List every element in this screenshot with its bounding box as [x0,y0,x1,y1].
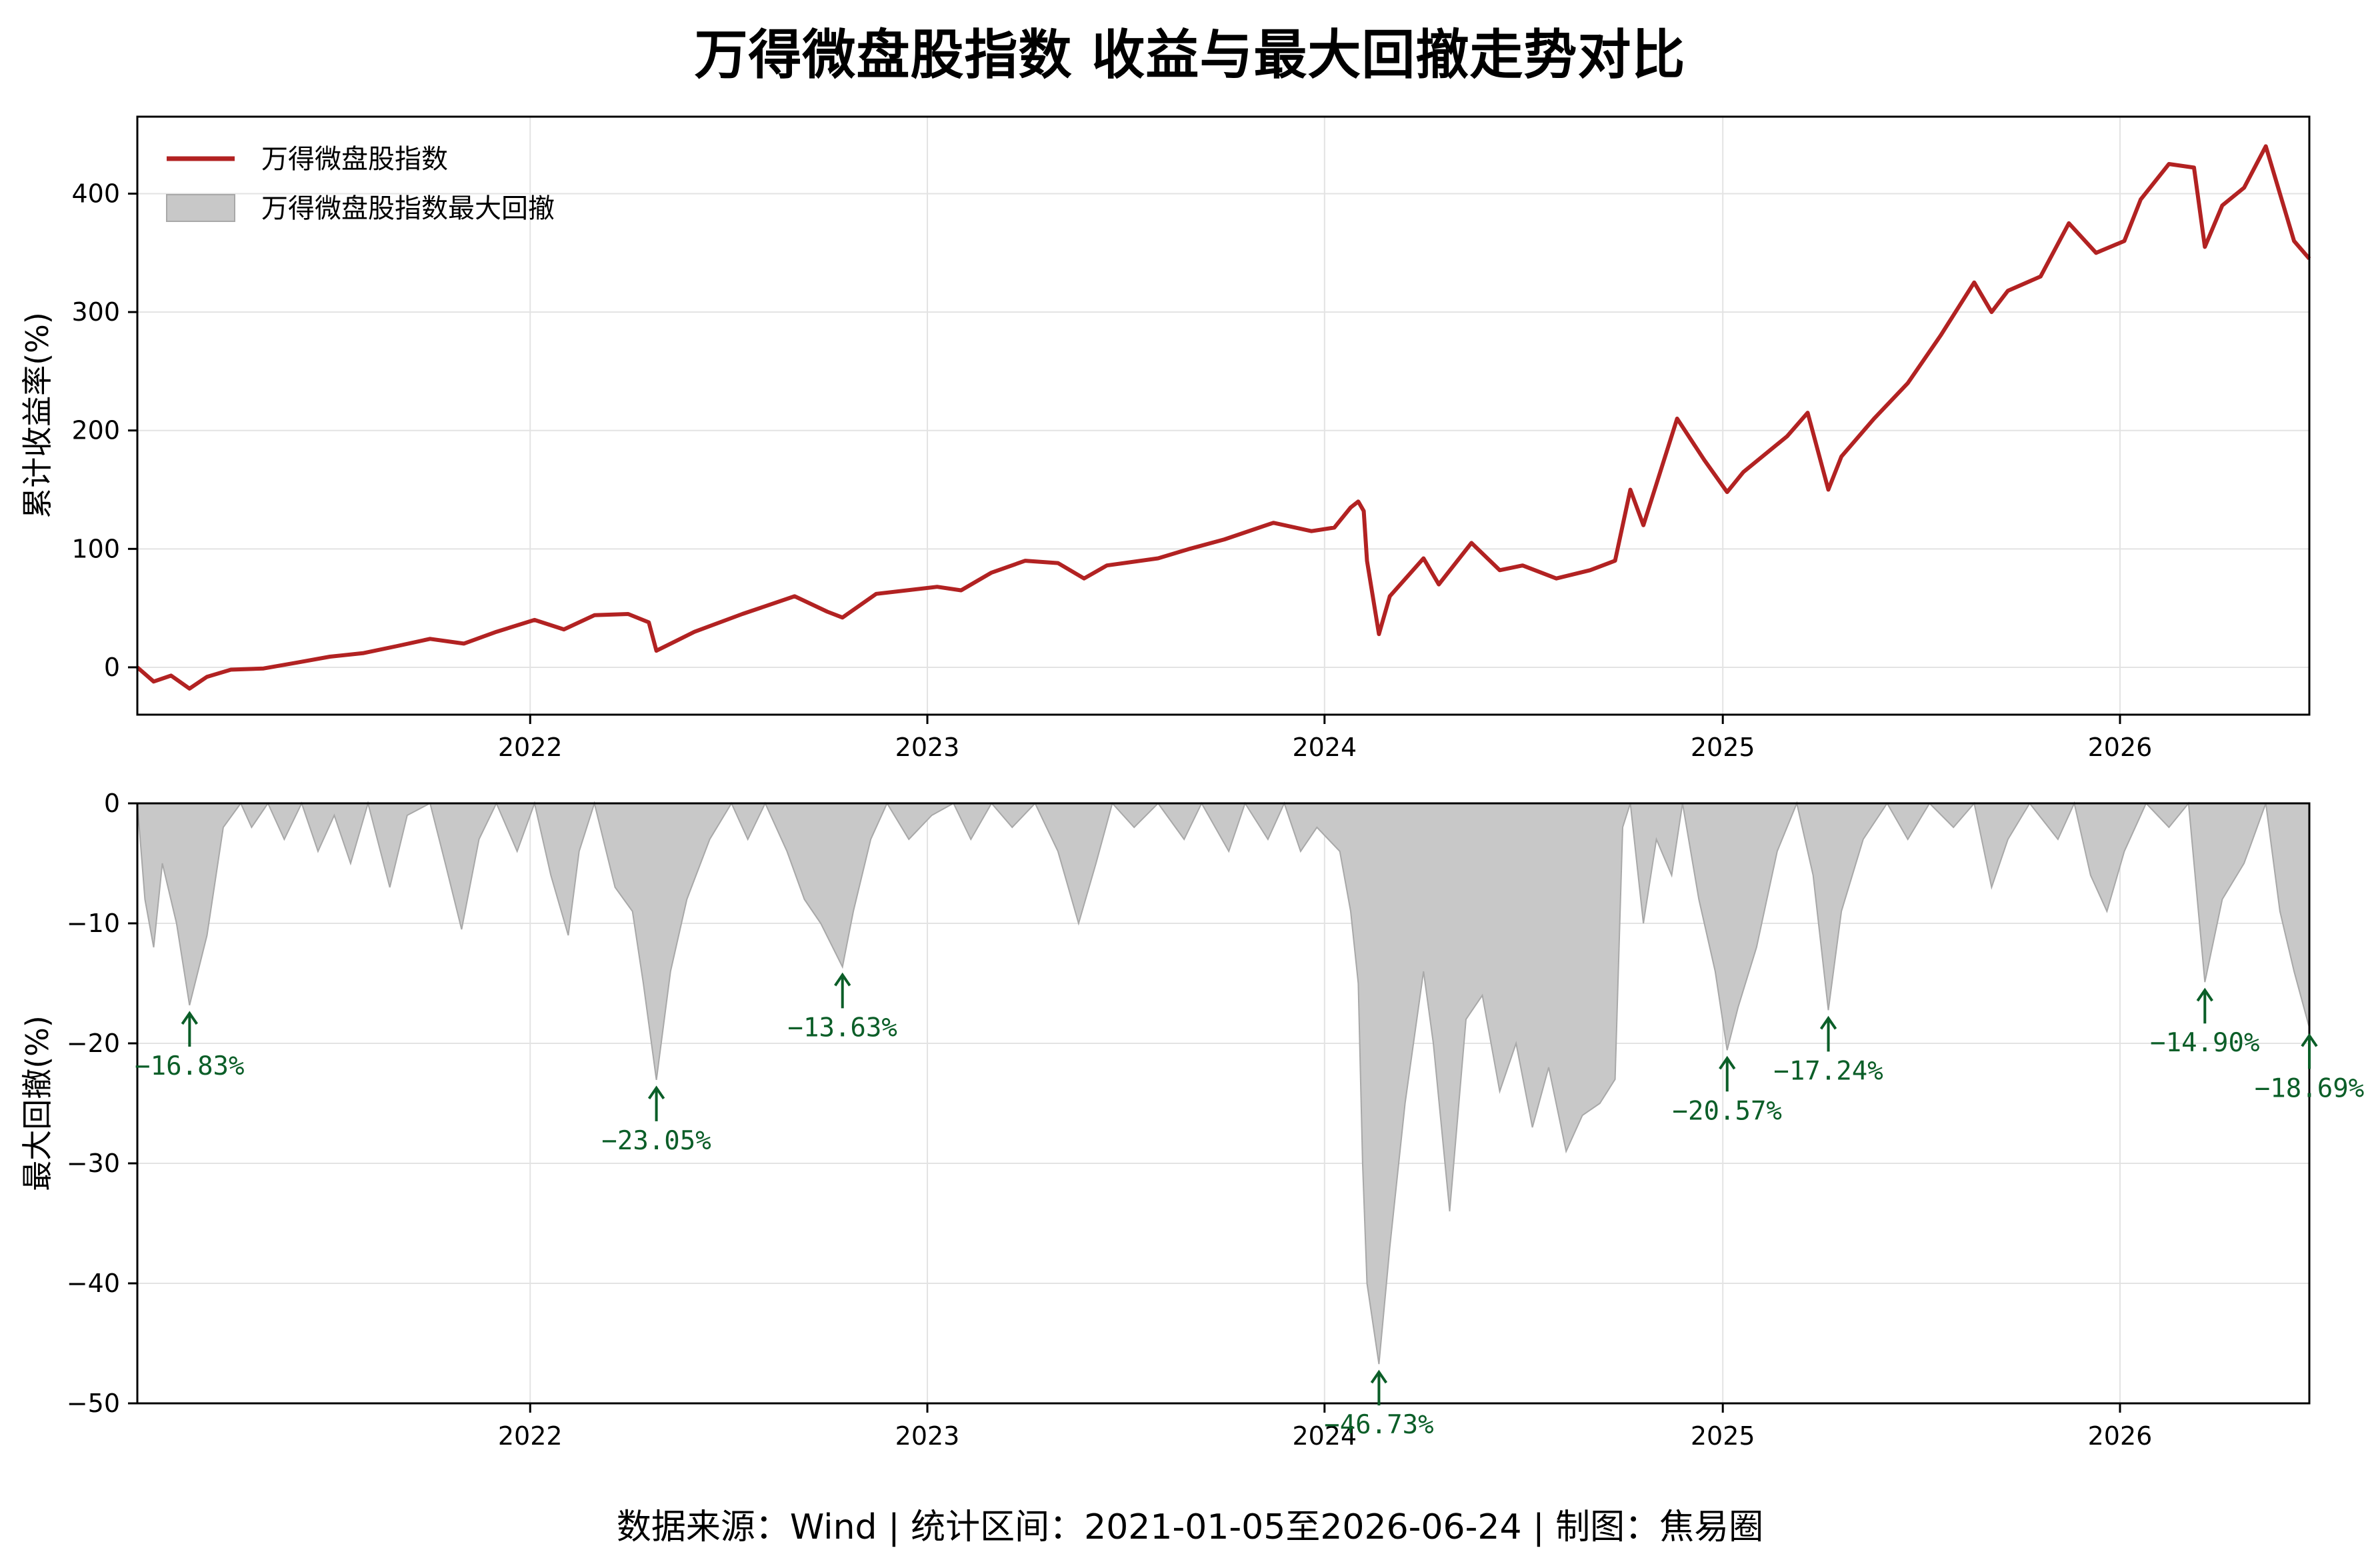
top-y-axis-label: 累计收益率(%) [19,312,55,519]
annotation-arrow-head [1819,1015,1837,1030]
annotation-arrow-head [1370,1369,1388,1384]
bottom-y-tick-label: −20 [67,1029,120,1058]
bottom-x-tick-label: 2024 [1292,1421,1357,1451]
source-footer: 数据来源：Wind | 统计区间：2021-01-05至2026-06-24 |… [616,1507,1764,1547]
bottom-y-tick-label: −40 [67,1269,120,1298]
legend-label-drawdown: 万得微盘股指数最大回撤 [261,193,555,224]
drawdown-annotation: −16.83% [135,1011,245,1081]
top-y-ticks: 0 100 200 300 400 [71,179,137,682]
legend-label-index: 万得微盘股指数 [261,144,448,175]
annotation-label: −14.90% [2150,1028,2259,1058]
drawdown-annotation: −20.57% [1673,1055,1782,1126]
bottom-x-tick-label: 2025 [1691,1421,1755,1451]
top-y-tick-label: 300 [71,297,120,327]
top-x-tick-label: 2025 [1691,733,1755,762]
cumulative-return-line [136,144,2311,691]
top-x-ticks: 2022 2023 2024 2025 2026 [498,715,2152,762]
bottom-y-ticks: 0 −10 −20 −30 −40 −50 [67,789,137,1418]
annotation-label: −46.73% [1324,1410,1433,1440]
drawdown-annotations: −16.83% −23.05% −13.63% −46.73% −20.57% −17.2… [135,972,2364,1440]
top-x-tick-label: 2023 [895,733,960,762]
max-drawdown-panel: 0 −10 −20 −30 −40 −50 2022 2023 2024 2025 2026 最大… [19,789,2364,1451]
top-x-tick-label: 2022 [498,733,563,762]
annotation-label: −13.63% [788,1013,897,1043]
bottom-y-tick-label: −50 [67,1389,120,1418]
bottom-y-axis-label: 最大回撤(%) [19,1015,55,1191]
top-gridlines [137,117,2309,715]
annotation-label: −23.05% [601,1126,711,1156]
bottom-x-tick-label: 2022 [498,1421,563,1451]
bottom-x-tick-label: 2023 [895,1421,960,1451]
drawdown-annotation: −23.05% [601,1085,711,1156]
drawdown-annotation: −13.63% [788,972,897,1043]
annotation-label: −20.57% [1673,1096,1782,1126]
bottom-x-ticks: 2022 2023 2024 2025 2026 [498,1403,2152,1451]
annotation-arrow-head [1719,1055,1736,1070]
top-plot-frame [136,115,2311,716]
annotation-label: −17.24% [1773,1056,1883,1086]
top-y-tick-label: 100 [71,534,120,563]
cumulative-return-panel: 0 100 200 300 400 2022 2023 2024 2025 2026 累计收益率… [19,115,2311,762]
top-y-tick-label: 200 [71,416,120,445]
annotation-arrow-head [647,1085,665,1100]
drawdown-annotation: −17.24% [1773,1015,1883,1086]
annotation-label: −18.69% [2255,1073,2364,1103]
top-x-tick-label: 2024 [1292,733,1357,762]
legend-area-swatch [166,194,235,222]
drawdown-annotation: −14.90% [2150,987,2259,1058]
bottom-y-tick-label: 0 [104,789,120,818]
annotation-arrow-head [2196,987,2213,1002]
annotation-label: −16.83% [135,1051,244,1081]
top-y-tick-label: 400 [71,179,120,208]
drawdown-annotation: −18.69% [2255,1033,2364,1103]
annotation-arrow-head [834,972,851,987]
legend: 万得微盘股指数 万得微盘股指数最大回撤 [166,144,555,224]
bottom-y-tick-label: −30 [67,1149,120,1178]
bottom-y-tick-label: −10 [67,909,120,938]
annotation-arrow-head [181,1011,198,1025]
bottom-plot-frame [136,802,2311,1405]
max-drawdown-area [136,801,2310,1365]
drawdown-annotation: −46.73% [1324,1369,1434,1440]
annotation-arrow-head [2301,1033,2318,1047]
top-y-tick-label: 0 [104,653,120,682]
bottom-x-tick-label: 2026 [2088,1421,2153,1451]
chart-title: 万得微盘股指数 收益与最大回撤走势对比 [694,24,1686,86]
top-x-tick-label: 2026 [2088,733,2153,762]
